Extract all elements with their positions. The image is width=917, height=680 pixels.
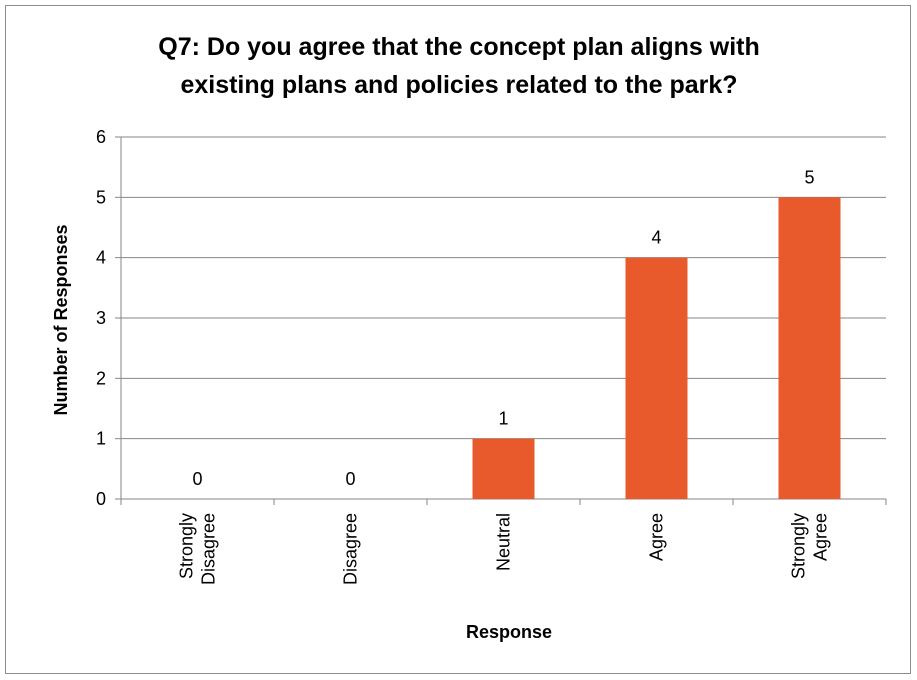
x-category-label: Disagree: [199, 513, 219, 585]
y-tick-label: 1: [96, 429, 106, 449]
y-tick-label: 5: [96, 187, 106, 207]
chart-title-line-2: existing plans and policies related to t…: [180, 71, 737, 99]
bar-agree: [625, 257, 688, 499]
bar-neutral: [472, 438, 535, 499]
chart-frame: Q7: Do you agree that the concept plan a…: [5, 5, 911, 674]
data-label: 1: [498, 409, 508, 429]
y-tick-label: 3: [96, 308, 106, 328]
y-tick-label: 0: [96, 489, 106, 509]
x-category-label: Strongly: [789, 513, 809, 579]
data-label: 0: [345, 469, 355, 489]
bars: [472, 197, 841, 500]
x-axis-title: Response: [466, 622, 552, 642]
data-label: 5: [804, 167, 814, 187]
data-label: 0: [192, 469, 202, 489]
x-category-label: Agree: [811, 513, 831, 561]
x-category-label: Agree: [647, 513, 667, 561]
y-tick-label: 4: [96, 248, 106, 268]
chart-title-line-1: Q7: Do you agree that the concept plan a…: [158, 33, 759, 61]
data-label: 4: [651, 228, 661, 248]
bar-strongly-agree: [778, 197, 841, 500]
gridlines: [121, 136, 886, 440]
x-category-label: Neutral: [494, 513, 514, 571]
y-tick-label: 6: [96, 127, 106, 147]
y-tick-label: 2: [96, 368, 106, 388]
x-category-label: Disagree: [341, 513, 361, 585]
y-axis-title: Number of Responses: [51, 224, 71, 415]
bar-chart: Q7: Do you agree that the concept plan a…: [51, 33, 887, 642]
x-category-label: Strongly: [177, 513, 197, 579]
